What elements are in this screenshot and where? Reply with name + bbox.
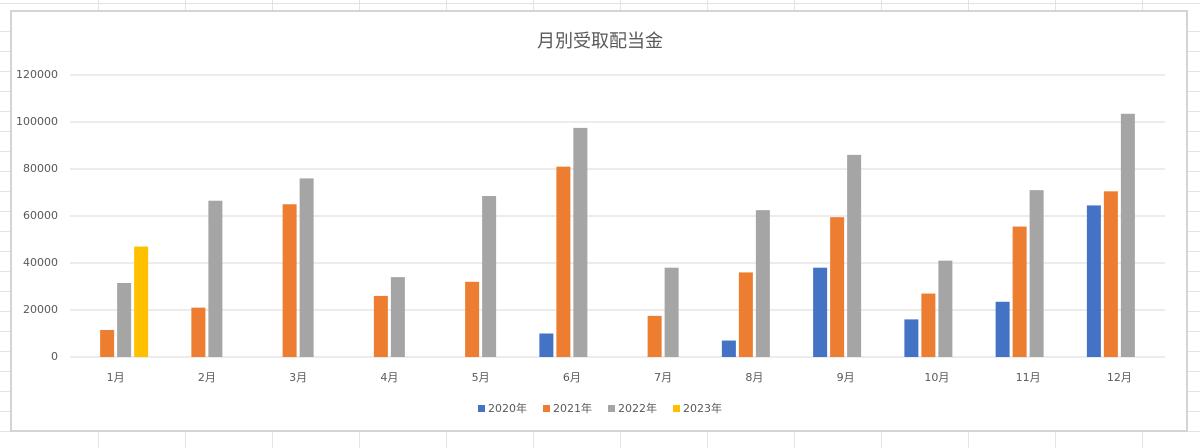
x-tick-label: 12月 [1107,371,1132,384]
bar [995,301,1010,357]
bar [738,272,753,357]
bar [755,210,770,357]
x-tick-label: 7月 [654,371,672,384]
bar [721,340,736,357]
bar [664,267,679,357]
x-tick-label: 5月 [472,371,490,384]
y-tick-label: 80000 [23,162,58,175]
bar [390,277,405,357]
bar [465,281,480,357]
bar [647,315,662,357]
y-tick-label: 120000 [16,68,58,81]
y-tick-label: 20000 [23,303,58,316]
bar [1103,191,1118,357]
chart-title: 月別受取配当金 [537,31,663,52]
x-tick-label: 1月 [107,371,125,384]
x-tick-label: 8月 [745,371,763,384]
bar [191,307,206,357]
bar [117,282,132,357]
bar [904,319,919,357]
legend-swatch [478,405,485,412]
y-tick-label: 100000 [16,115,58,128]
bar [556,166,571,357]
bar [830,217,845,357]
legend-swatch [673,405,680,412]
legend-label: 2020年 [488,401,527,415]
y-tick-label: 60000 [23,209,58,222]
bar [282,204,297,357]
bar [1120,113,1135,358]
bar [373,295,388,357]
bar [573,127,588,357]
legend-label: 2023年 [683,401,722,415]
bar [1086,205,1101,357]
bar [847,154,862,357]
legend-label: 2021年 [553,401,592,415]
x-tick-label: 9月 [837,371,855,384]
x-tick-label: 3月 [289,371,307,384]
bar [1029,190,1044,357]
y-tick-label: 40000 [23,256,58,269]
bar [1012,226,1027,357]
x-tick-label: 6月 [563,371,581,384]
legend-swatch [543,405,550,412]
bar [482,196,497,357]
bar [100,329,115,357]
bar [938,260,953,357]
legend-swatch [608,405,615,412]
y-tick-label: 0 [51,350,58,363]
legend-label: 2022年 [618,401,657,415]
bar [539,333,554,357]
chart-area [10,10,1188,432]
x-tick-label: 2月 [198,371,216,384]
x-tick-label: 10月 [924,371,949,384]
bar [921,293,936,357]
x-tick-label: 4月 [380,371,398,384]
bar [813,267,828,357]
x-tick-label: 11月 [1016,371,1041,384]
bar [208,200,223,357]
bar [299,178,314,357]
bar [134,246,149,357]
